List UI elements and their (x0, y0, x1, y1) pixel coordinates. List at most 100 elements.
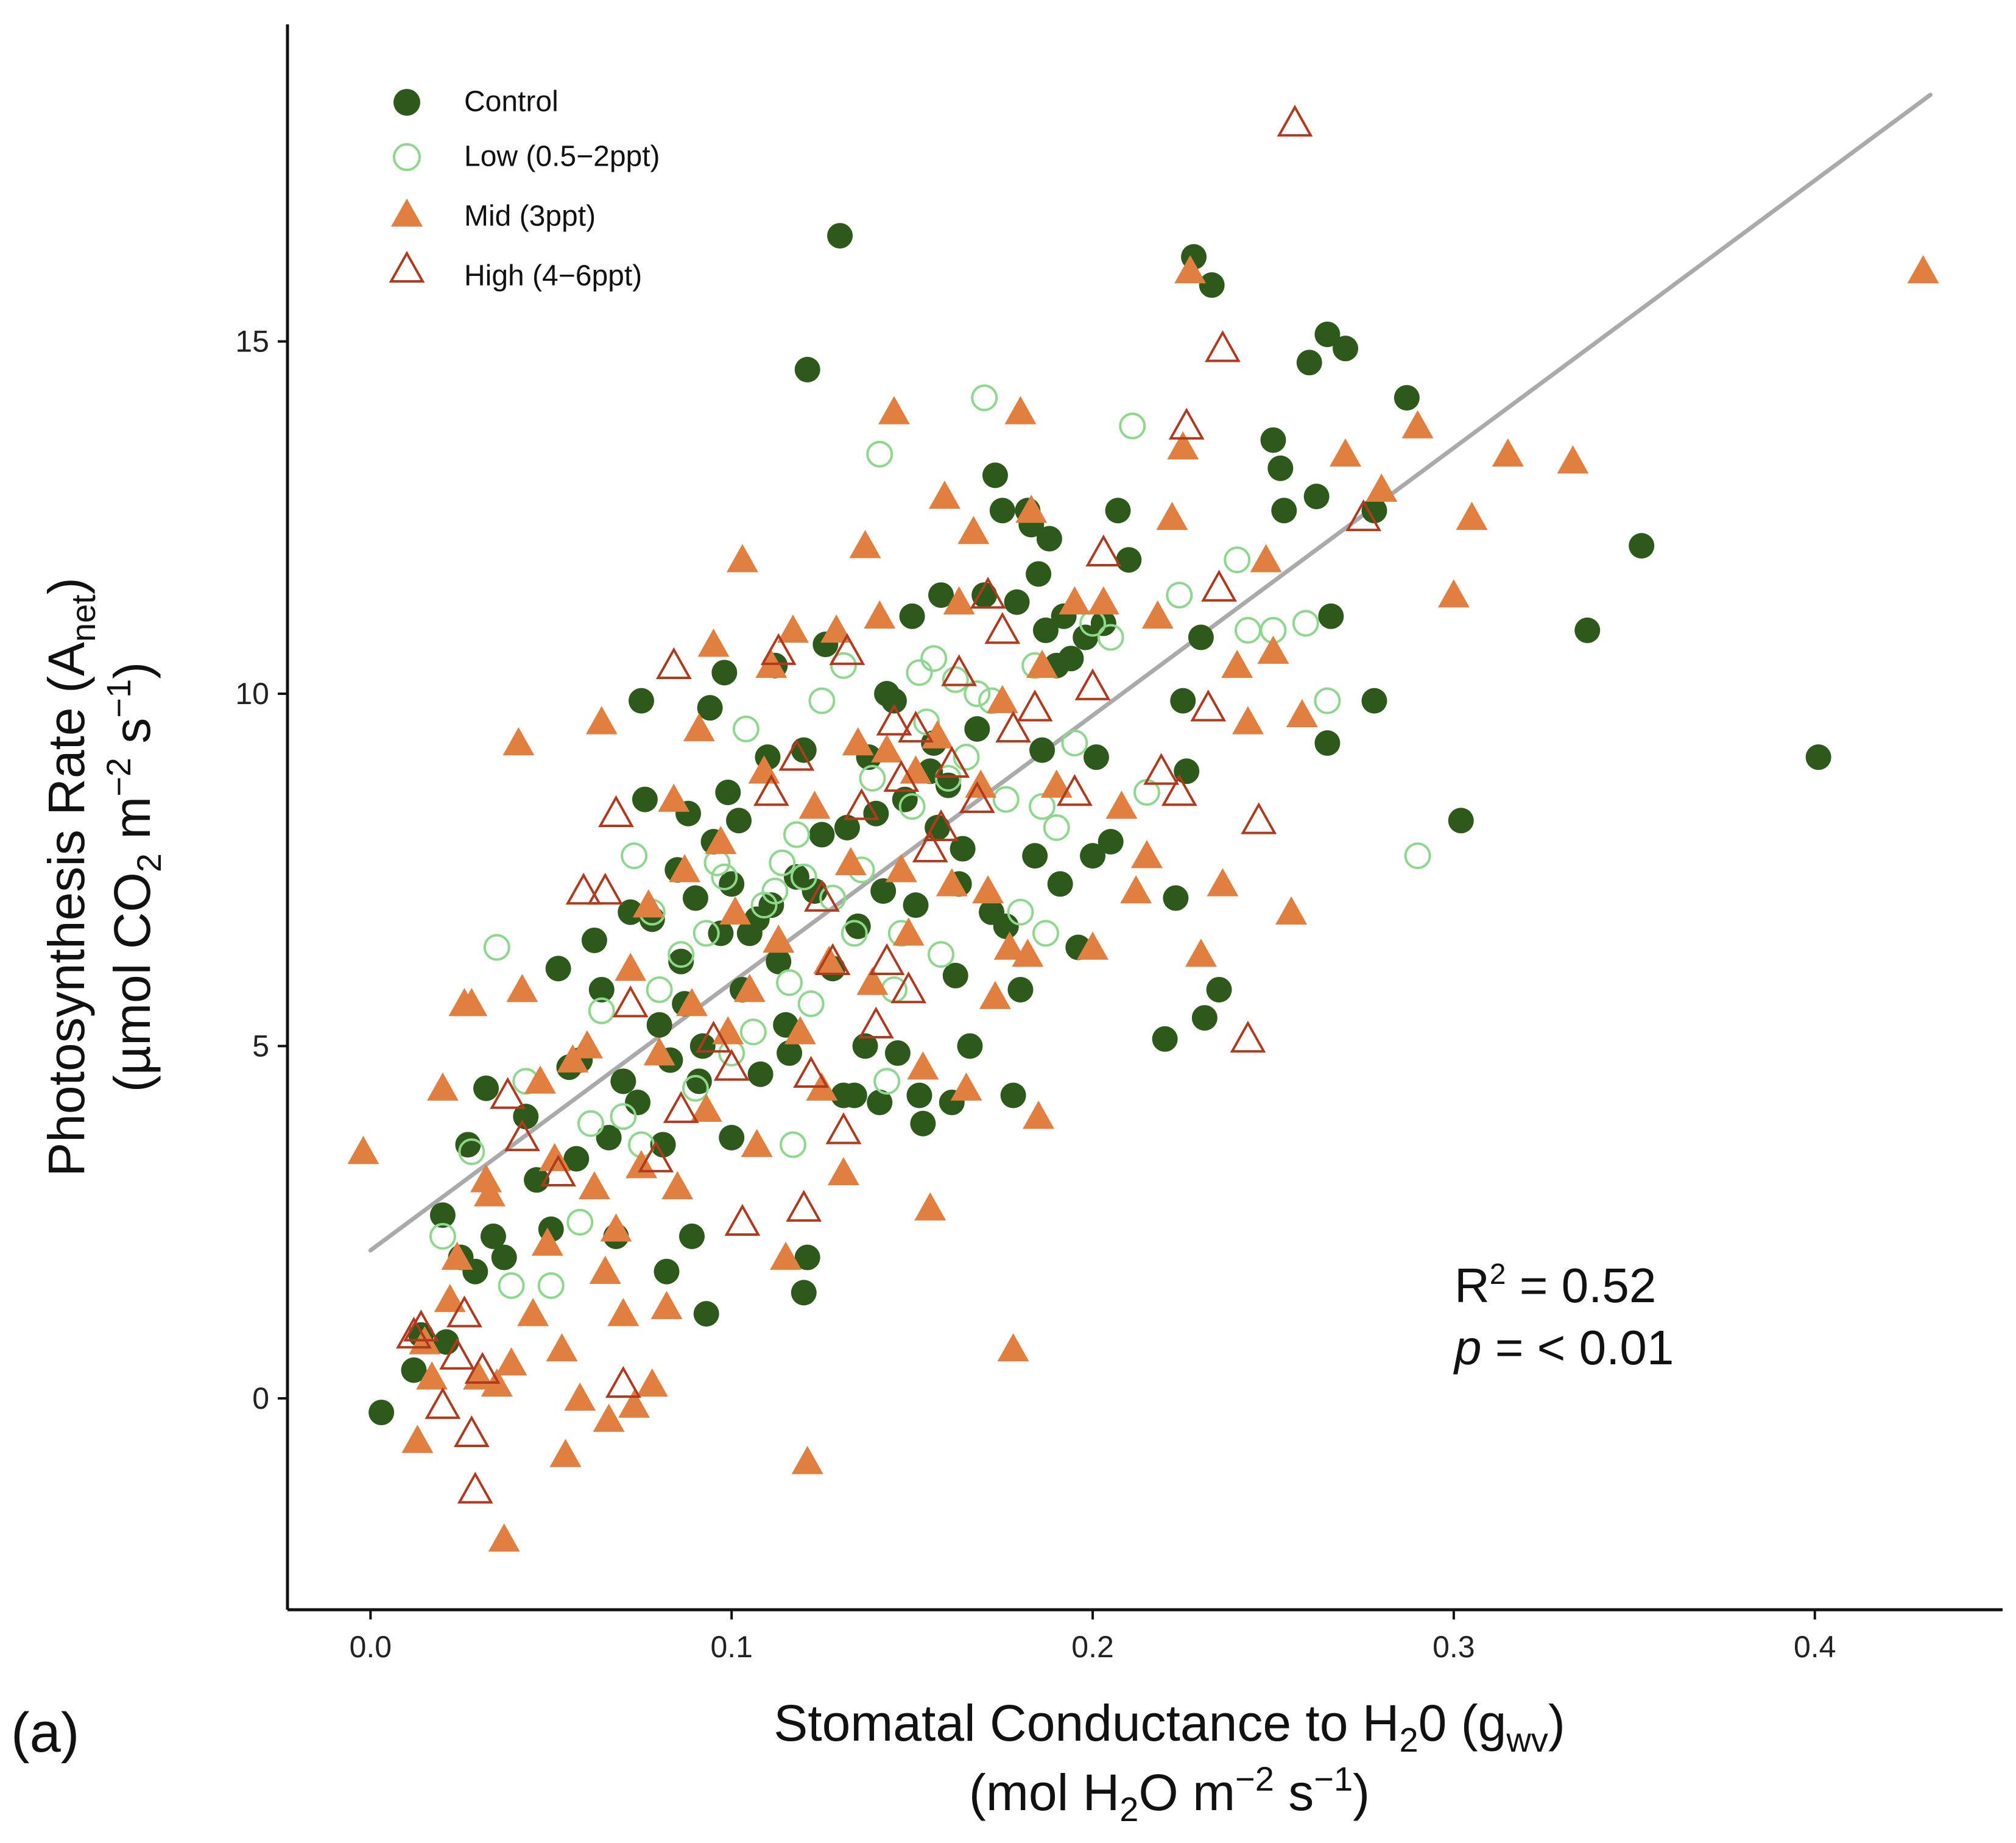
mid-point (650, 1291, 683, 1319)
control-point (1004, 589, 1030, 615)
mid-point (856, 967, 889, 995)
control-point (791, 1280, 817, 1306)
control-point (646, 1012, 672, 1038)
high-point (995, 710, 1032, 743)
y-tick-label: 15 (235, 325, 269, 359)
high-point (1277, 104, 1313, 137)
control-point (964, 716, 990, 742)
high-point (829, 633, 865, 665)
high-point (587, 872, 624, 905)
mid-point (607, 1298, 640, 1327)
low-point (898, 793, 926, 820)
control-point (1036, 526, 1062, 552)
control-point (491, 1244, 517, 1270)
high-point (396, 1316, 432, 1349)
control-point (368, 1400, 395, 1426)
mid-point (632, 889, 664, 918)
mid-point (488, 1523, 520, 1552)
control-point (867, 1090, 893, 1116)
mid-point (1130, 840, 1163, 869)
mid-point (1232, 706, 1264, 735)
low-point (971, 384, 998, 412)
mid-point (1040, 769, 1073, 798)
mid-point (986, 685, 1018, 713)
high-point (869, 943, 905, 975)
high-point (490, 1077, 526, 1109)
mid-point (997, 1333, 1029, 1362)
control-point (1314, 730, 1341, 756)
mid-point (1907, 255, 1939, 284)
legend-control-marker (393, 89, 420, 116)
mid-point (661, 1171, 694, 1200)
mid-point (618, 1389, 650, 1418)
control-point (903, 892, 929, 918)
mid-point (1437, 579, 1470, 608)
control-point (794, 1244, 820, 1270)
control-point (1574, 617, 1601, 643)
mid-point (726, 544, 758, 573)
high-point (825, 1112, 862, 1144)
mid-point (719, 896, 752, 925)
high-point (425, 1387, 461, 1419)
high-point (923, 809, 959, 842)
low-point (859, 764, 886, 792)
mid-point (1221, 649, 1253, 678)
r-squared-sup: 2 (1490, 1258, 1506, 1291)
low-point (646, 976, 673, 1003)
low-point (1292, 610, 1319, 637)
mid-point (798, 791, 831, 819)
control-point (1296, 350, 1322, 376)
control-point (1163, 885, 1189, 911)
mid-point (1105, 791, 1138, 819)
mid-point (636, 1368, 668, 1397)
legend-low-label: Low (0.5−2ppt) (464, 141, 660, 173)
mid-point (426, 1072, 459, 1101)
high-point (898, 710, 934, 743)
high-point (1205, 330, 1241, 362)
control-point (1206, 976, 1232, 1003)
mid-point (470, 1164, 502, 1193)
high-point (565, 872, 602, 905)
low-point (577, 1110, 604, 1137)
control-point (1267, 455, 1294, 481)
control-point (766, 948, 792, 974)
control-point (852, 1033, 878, 1059)
high-point (540, 1154, 577, 1187)
mid-point (578, 1171, 610, 1200)
control-point (1007, 976, 1034, 1003)
mid-point (1286, 699, 1318, 728)
low-point (458, 1138, 485, 1166)
control-point (1170, 688, 1196, 714)
high-point (453, 1415, 490, 1448)
control-point (841, 1082, 867, 1108)
low-point (537, 1272, 565, 1299)
low-point (841, 920, 868, 947)
mid-point (589, 1255, 621, 1284)
low-point (621, 842, 648, 870)
mid-point (549, 1439, 582, 1467)
mid-point (936, 868, 968, 897)
mid-point (1012, 939, 1044, 967)
low-point (769, 849, 796, 876)
control-point (596, 1124, 622, 1151)
control-point (1271, 498, 1297, 524)
low-point (776, 969, 803, 996)
mid-point (1185, 939, 1217, 967)
control-point (1199, 272, 1225, 298)
mid-point (1207, 868, 1239, 897)
control-point (1032, 617, 1059, 643)
control-point (429, 1202, 456, 1228)
mid-point (763, 924, 795, 953)
control-point (809, 822, 835, 848)
y-tick-label: 10 (235, 677, 269, 711)
control-point (1000, 1082, 1026, 1108)
x-tick-label: 0.3 (1433, 1630, 1475, 1664)
p-value: = < 0.01 (1482, 1320, 1674, 1375)
control-point (711, 660, 738, 686)
low-point (1314, 687, 1341, 714)
high-point (1085, 534, 1122, 566)
mid-point (914, 1192, 946, 1221)
mid-point (842, 727, 874, 756)
control-point (581, 927, 607, 953)
